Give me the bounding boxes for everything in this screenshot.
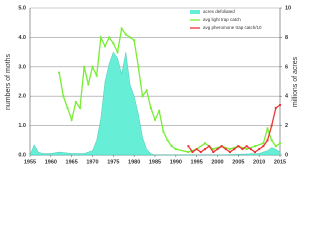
y2-tick-label: 0 (285, 152, 288, 158)
marker (270, 139, 273, 142)
marker (270, 124, 273, 127)
chart: numbers of moths millions of acres 0.0 1.… (5, 5, 299, 165)
marker (91, 65, 94, 68)
marker (158, 109, 161, 112)
legend-label: avg pheromone trap catch/10 (203, 25, 262, 30)
marker (58, 71, 61, 74)
marker (279, 142, 281, 145)
marker (274, 145, 277, 148)
y2-tick-label: 10 (285, 5, 291, 11)
marker (249, 148, 252, 151)
marker (162, 130, 165, 133)
marker (204, 142, 206, 145)
marker (262, 145, 265, 148)
marker (216, 148, 219, 151)
y-tick-label: 0.0 (18, 152, 26, 158)
marker (79, 106, 81, 109)
legend-label: acres defoliated (203, 9, 235, 14)
marker (170, 145, 173, 148)
area (29, 51, 281, 156)
marker (237, 145, 240, 148)
marker (174, 148, 177, 151)
marker (145, 89, 148, 92)
y-tick-label: 3.0 (18, 64, 26, 70)
marker (154, 118, 156, 121)
marker (199, 151, 202, 154)
marker (229, 151, 231, 154)
marker (262, 142, 265, 145)
marker (191, 151, 194, 154)
marker (212, 151, 215, 154)
marker (187, 151, 190, 154)
marker (245, 148, 248, 151)
y-axis-label: numbers of moths (5, 53, 12, 110)
marker (104, 45, 106, 48)
y-tick-label: 1.0 (18, 123, 26, 129)
marker (208, 145, 211, 148)
x-tick-label: 1965 (66, 159, 78, 165)
marker (254, 151, 256, 154)
y2-tick-label: 2 (285, 123, 288, 129)
y-tick-label: 5.0 (18, 5, 26, 11)
marker (133, 39, 136, 42)
marker (233, 148, 236, 151)
y2-tick-label: 4 (285, 94, 289, 100)
marker (87, 83, 90, 86)
x-tick-label: 1980 (128, 159, 140, 165)
y2-tick-label: 6 (285, 64, 288, 70)
legend-swatch (190, 10, 200, 14)
marker (70, 118, 73, 121)
x-tick-label: 2000 (211, 159, 223, 165)
marker (195, 148, 198, 151)
marker (116, 51, 119, 54)
marker (108, 36, 111, 39)
marker (112, 42, 115, 45)
marker (254, 145, 256, 148)
y2-axis-label: millions of acres (292, 56, 299, 107)
marker (62, 95, 65, 98)
marker (274, 106, 277, 109)
marker (229, 148, 231, 151)
x-tick-label: 1970 (86, 159, 98, 165)
x-tick-label: 1955 (24, 159, 36, 165)
marker (95, 74, 98, 77)
x-tick-label: 1960 (45, 159, 57, 165)
x-tick-label: 1990 (170, 159, 182, 165)
marker (66, 106, 69, 109)
x-tick-label: 1995 (191, 159, 203, 165)
marker (279, 104, 281, 107)
marker (245, 145, 248, 148)
marker (241, 148, 244, 151)
marker (266, 127, 269, 130)
line (58, 26, 281, 153)
marker (187, 145, 190, 148)
marker (129, 36, 131, 39)
marker (149, 106, 152, 109)
x-tick-label: 2015 (274, 159, 286, 165)
marker (258, 148, 261, 151)
x-tick-label: 2010 (253, 159, 265, 165)
legend-label: avg light trap catch (203, 17, 241, 22)
marker (224, 148, 227, 151)
y2-tick-label: 8 (285, 35, 288, 41)
marker (166, 139, 169, 142)
marker (266, 139, 269, 142)
marker (204, 148, 206, 151)
x-tick-label: 2005 (232, 159, 244, 165)
y-tick-label: 4.0 (18, 35, 26, 41)
marker (120, 27, 123, 30)
marker (74, 101, 77, 104)
marker (124, 33, 127, 36)
y-tick-label: 2.0 (18, 94, 26, 100)
marker (141, 95, 144, 98)
marker (137, 65, 140, 68)
marker (83, 65, 86, 68)
marker (99, 36, 102, 39)
marker (212, 148, 215, 151)
x-tick-label: 1985 (149, 159, 161, 165)
x-tick-label: 1975 (107, 159, 119, 165)
marker (220, 145, 223, 148)
